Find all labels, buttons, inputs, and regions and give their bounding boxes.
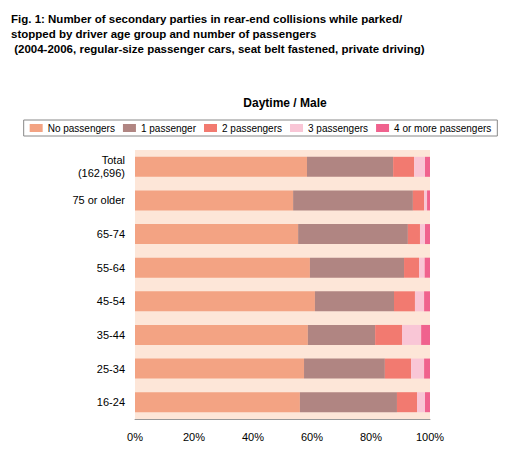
svg-text:55-64: 55-64 [97, 262, 125, 274]
svg-text:Fig. 1: Number of secondary pa: Fig. 1: Number of secondary parties in r… [11, 13, 403, 25]
svg-text:(2004-2006, regular-size passe: (2004-2006, regular-size passenger cars,… [11, 43, 425, 55]
svg-text:Daytime / Male: Daytime / Male [243, 96, 327, 110]
svg-text:40%: 40% [242, 431, 264, 443]
svg-text:100%: 100% [416, 431, 444, 443]
svg-text:No passengers: No passengers [48, 123, 115, 134]
svg-text:65-74: 65-74 [97, 228, 125, 240]
svg-text:60%: 60% [301, 431, 323, 443]
svg-text:4 or more passengers: 4 or more passengers [394, 123, 491, 134]
svg-text:45-54: 45-54 [97, 295, 125, 307]
svg-text:20%: 20% [183, 431, 205, 443]
svg-text:(162,696): (162,696) [78, 167, 125, 179]
svg-text:0%: 0% [127, 431, 143, 443]
svg-text:75 or older: 75 or older [72, 194, 125, 206]
svg-text:80%: 80% [360, 431, 382, 443]
svg-text:16-24: 16-24 [97, 396, 125, 408]
svg-text:35-44: 35-44 [97, 329, 125, 341]
svg-text:Total: Total [102, 154, 125, 166]
svg-text:25-34: 25-34 [97, 363, 125, 375]
svg-text:1 passenger: 1 passenger [141, 123, 197, 134]
svg-text:2 passengers: 2 passengers [222, 123, 282, 134]
svg-text:stopped by driver age group an: stopped by driver age group and number o… [11, 28, 316, 40]
svg-text:3 passengers: 3 passengers [308, 123, 368, 134]
